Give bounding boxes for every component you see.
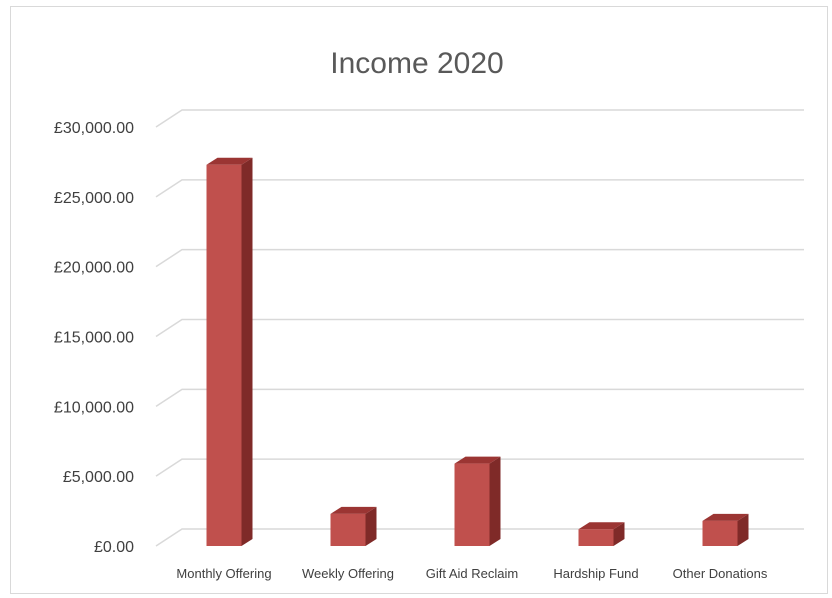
bar-front [206,164,242,546]
gridline [155,109,804,128]
bar-side [365,506,377,546]
bar-side [613,522,625,546]
gridline [155,388,804,407]
y-tick-label: £10,000.00 [54,399,134,416]
y-tick-label: £0.00 [94,539,134,556]
bar [578,522,625,546]
bar-front [578,529,614,546]
bar-front [702,520,738,546]
bar [206,157,253,546]
gridline [155,458,804,477]
bar-side [737,513,749,546]
y-tick-label: £25,000.00 [54,190,134,207]
gridline [155,179,804,198]
gridline [155,248,804,268]
y-tick-label: £15,000.00 [54,330,134,347]
x-category-label: Monthly Offering [176,566,271,581]
bar-side [489,456,501,546]
bar-front [330,513,366,546]
bar-top [702,513,749,521]
x-category-label: Hardship Fund [553,566,638,581]
x-category-label: Other Donations [673,566,768,581]
chart-frame [10,6,828,594]
y-tick-label: £20,000.00 [54,260,134,277]
bar-top [330,506,377,514]
x-category-label: Weekly Offering [302,566,394,581]
bar [330,506,377,546]
gridline [155,318,804,338]
x-axis-labels: Monthly Offering Weekly Offering Gift Aid … [176,566,767,581]
chart-title: Income 2020 [330,47,503,80]
bar-top [454,456,501,464]
y-axis-ticks: £0.00 £5,000.00 £10,000.00 £15,000.00 £20,00… [54,120,134,556]
bar [454,456,501,546]
y-tick-label: £5,000.00 [63,469,134,486]
x-category-label: Gift Aid Reclaim [426,566,518,581]
y-tick-label: £30,000.00 [54,120,134,137]
bar [702,513,749,546]
bars [206,157,749,546]
bar-front [454,463,490,546]
bar-top [578,522,625,530]
bar-top [206,157,253,165]
bar-side [241,157,253,546]
